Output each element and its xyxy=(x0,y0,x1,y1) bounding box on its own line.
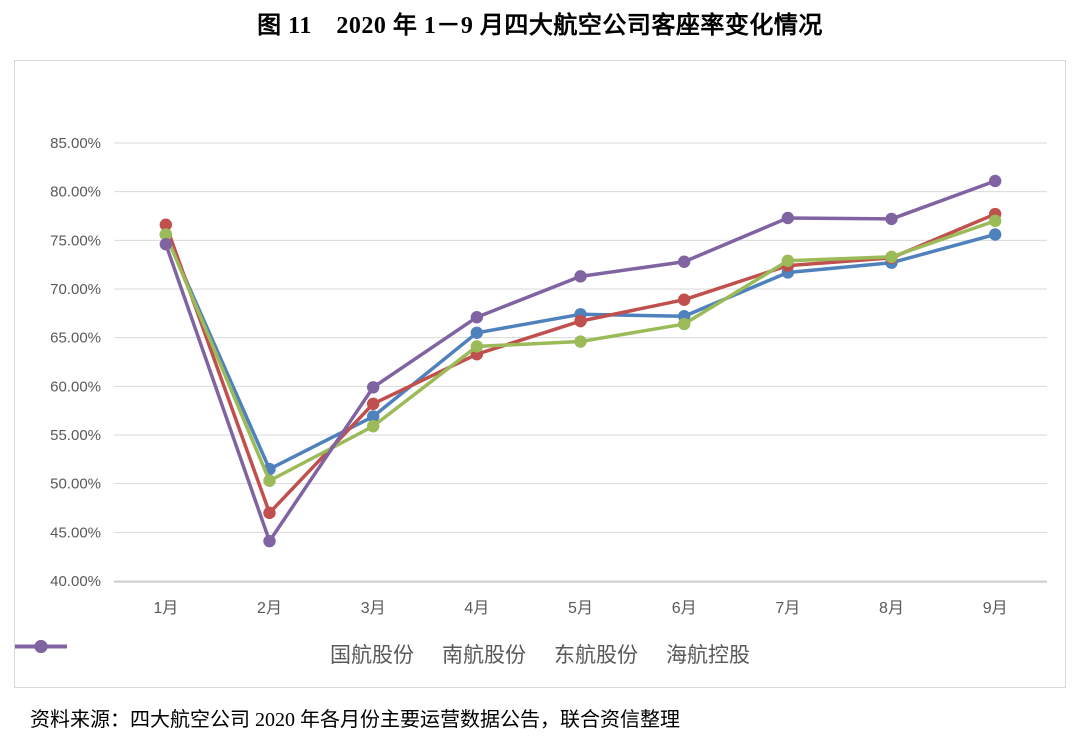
data-point xyxy=(263,474,276,487)
y-axis-label: 40.00% xyxy=(50,573,101,590)
x-axis-label: 4月 xyxy=(464,600,489,617)
data-point xyxy=(159,218,173,231)
data-point xyxy=(677,293,691,306)
data-point xyxy=(574,335,587,348)
data-point xyxy=(470,326,484,339)
x-axis-label: 1月 xyxy=(153,600,178,617)
data-point xyxy=(366,397,380,411)
x-axis-label: 9月 xyxy=(983,600,1008,617)
x-axis-label: 7月 xyxy=(775,600,800,617)
data-point xyxy=(885,250,898,264)
data-point xyxy=(470,340,484,353)
x-axis-label: 3月 xyxy=(361,600,386,617)
y-axis-label: 70.00% xyxy=(50,281,101,298)
legend-marker-icon xyxy=(15,640,67,653)
line-chart-canvas: 40.00% 45.00% 50.00% 55.00% 60.00% 65.00% 70.0… xyxy=(50,135,1047,617)
data-point xyxy=(988,214,1002,228)
data-point xyxy=(574,270,587,283)
chart-legend: 国航股份 南航股份 东航股份 海航控股 xyxy=(15,639,1065,671)
y-axis-label: 75.00% xyxy=(50,232,101,249)
y-axis-label: 50.00% xyxy=(50,476,101,493)
figure-title: 图 11 2020 年 1－9 月四大航空公司客座率变化情况 xyxy=(257,13,823,39)
data-point xyxy=(366,420,380,433)
x-axis-label: 5月 xyxy=(568,600,593,617)
x-axis-label: 2月 xyxy=(257,600,282,617)
data-point xyxy=(574,314,587,328)
y-axis-label: 80.00% xyxy=(50,184,101,201)
data-point xyxy=(677,317,691,331)
y-axis-label: 65.00% xyxy=(50,330,101,347)
series-line-0 xyxy=(164,232,997,471)
legend-label: 国航股份 xyxy=(330,642,414,667)
x-axis-label: 8月 xyxy=(879,600,904,617)
x-axis-label: 6月 xyxy=(672,600,697,617)
source-note: 资料来源：四大航空公司 2020 年各月份主要运营数据公告，联合资信整理 xyxy=(30,709,680,731)
data-point xyxy=(470,311,484,324)
data-point xyxy=(263,506,276,520)
y-axis-label: 45.00% xyxy=(50,524,101,541)
data-point xyxy=(885,212,898,226)
legend-label: 南航股份 xyxy=(442,642,526,667)
data-point xyxy=(677,255,691,268)
y-axis-label: 85.00% xyxy=(50,135,101,152)
series-line-3 xyxy=(164,179,997,543)
legend-item-2: 东航股份 xyxy=(15,640,638,667)
data-point xyxy=(366,410,380,423)
data-point xyxy=(263,534,276,548)
legend-label: 东航股份 xyxy=(554,642,638,667)
chart-frame: 40.00% 45.00% 50.00% 55.00% 60.00% 65.00% 70.0… xyxy=(14,60,1066,688)
data-point xyxy=(159,228,173,241)
legend-item-3: 海航控股 xyxy=(15,640,750,667)
data-point xyxy=(366,381,380,394)
legend-item-1: 南航股份 xyxy=(15,640,526,667)
y-axis-label: 60.00% xyxy=(50,378,101,395)
data-point xyxy=(988,174,1002,188)
data-point xyxy=(159,238,173,251)
data-point xyxy=(988,228,1002,241)
legend-item-0: 国航股份 xyxy=(15,640,414,667)
data-point xyxy=(781,211,795,225)
legend-label: 海航控股 xyxy=(666,642,750,667)
y-axis-label: 55.00% xyxy=(50,427,101,444)
data-point xyxy=(781,254,795,267)
